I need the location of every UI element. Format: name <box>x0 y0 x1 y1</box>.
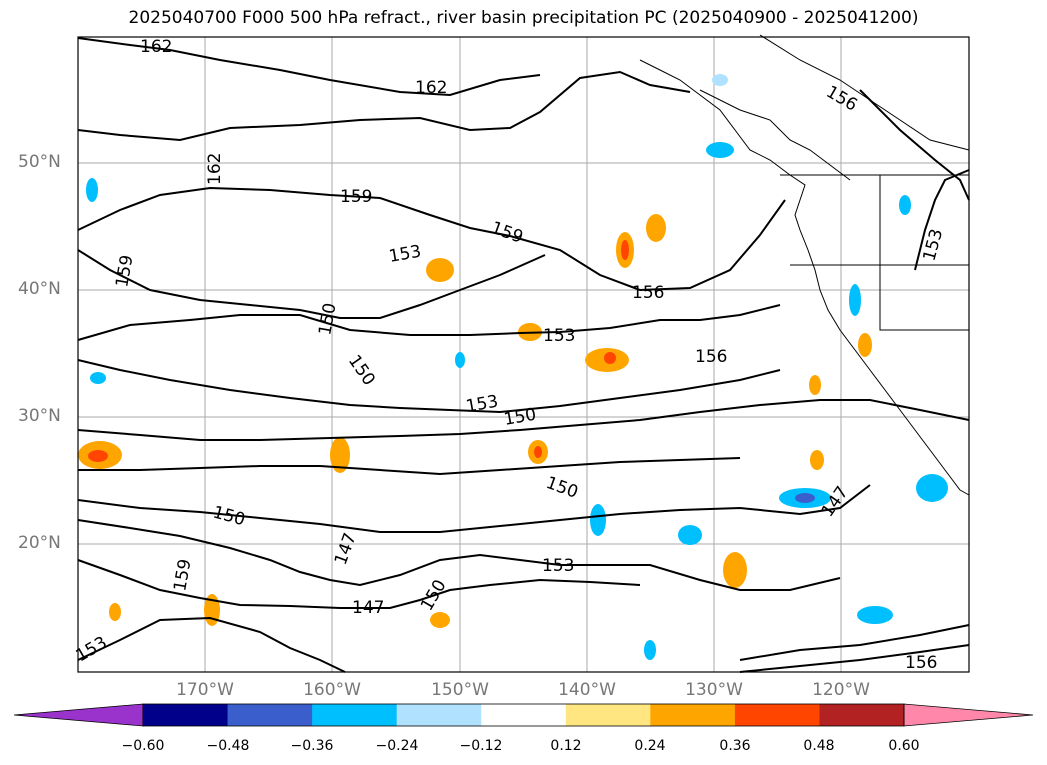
map-frame <box>78 37 969 672</box>
contour-label: 153 <box>543 326 575 346</box>
colorbar-tick: 0.60 <box>888 738 920 754</box>
colorbar-swatch <box>396 704 482 726</box>
colorbar-swatch <box>819 704 905 726</box>
colorbar-swatch <box>565 704 651 726</box>
colorbar-border <box>142 703 905 727</box>
contour-label: 147 <box>352 598 384 618</box>
contour-label: 153 <box>542 556 574 576</box>
contour-label: 162 <box>140 37 172 57</box>
colorbar-tick: 0.48 <box>803 738 835 754</box>
lat-label-40n: 40°N <box>18 279 61 299</box>
lon-label-130w: 130°W <box>685 680 743 700</box>
colorbar-tick: −0.48 <box>206 738 250 754</box>
map-border <box>77 36 970 673</box>
colorbar-extend-high <box>903 703 1034 727</box>
lon-label-170w: 170°W <box>176 680 234 700</box>
lon-label-120w: 120°W <box>812 680 870 700</box>
contour-label: 156 <box>695 347 727 367</box>
contour-label: 156 <box>905 653 937 673</box>
lon-label-160w: 160°W <box>303 680 361 700</box>
colorbar-swatch <box>734 704 820 726</box>
lon-label-140w: 140°W <box>558 680 616 700</box>
colorbar-tick: 0.12 <box>550 738 582 754</box>
lon-label-150w: 150°W <box>431 680 489 700</box>
colorbar-tick: −0.12 <box>459 738 503 754</box>
colorbar-swatch <box>143 704 229 726</box>
colorbar-swatch <box>650 704 736 726</box>
colorbar-tick: −0.24 <box>375 738 419 754</box>
colorbar-swatch <box>312 704 398 726</box>
lat-label-20n: 20°N <box>18 533 61 553</box>
colorbar-tick: 0.24 <box>634 738 666 754</box>
lat-label-50n: 50°N <box>18 152 61 172</box>
contour-label: 162 <box>415 78 447 98</box>
map-title: 2025040700 F000 500 hPa refract., river … <box>128 8 919 28</box>
precip-shading <box>78 74 948 660</box>
colorbar-tick: −0.60 <box>121 738 165 754</box>
colorbar-tick: −0.36 <box>290 738 334 754</box>
colorbar-swatch <box>227 704 313 726</box>
colorbar <box>13 703 1034 727</box>
contour-label: 159 <box>340 187 372 207</box>
colorbar-swatch <box>481 704 567 726</box>
contour-label: 162 <box>205 153 225 185</box>
colorbar-tick: 0.36 <box>719 738 751 754</box>
contour-label: 156 <box>632 283 664 303</box>
colorbar-extend-low <box>13 703 144 727</box>
refractivity-contours <box>77 37 970 673</box>
lat-label-30n: 30°N <box>18 406 61 426</box>
